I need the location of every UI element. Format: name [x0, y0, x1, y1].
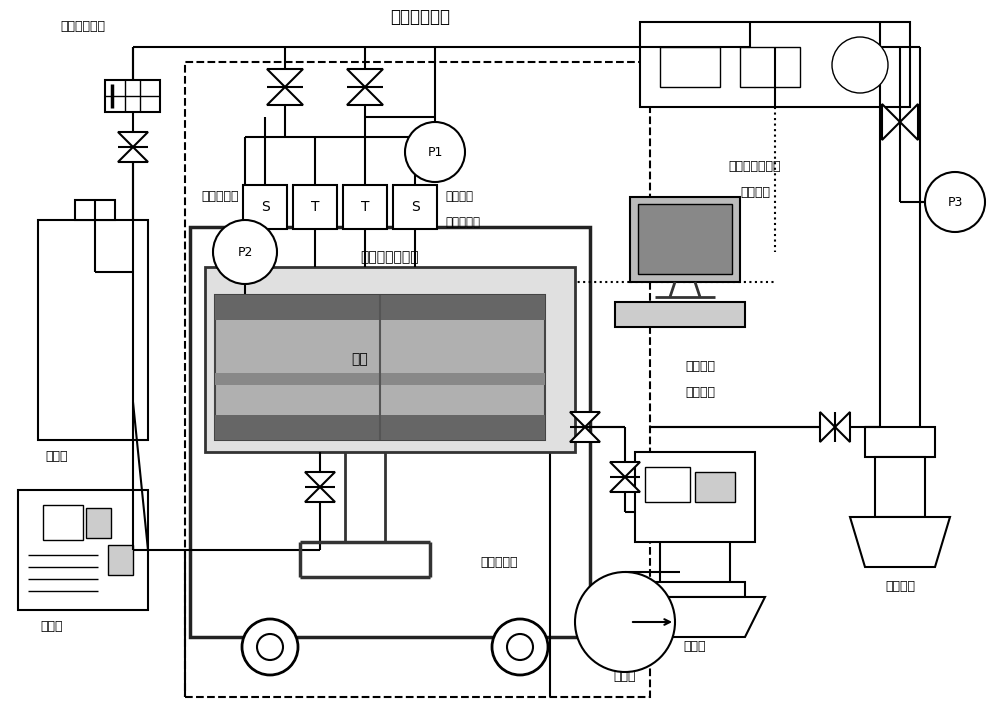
Circle shape	[242, 619, 298, 675]
Bar	[75, 200, 115, 220]
Bar	[18, 490, 148, 610]
Circle shape	[257, 634, 283, 660]
Polygon shape	[610, 477, 640, 492]
Bar	[645, 467, 690, 502]
Text: 高压气瓶: 高压气瓶	[885, 581, 915, 593]
Polygon shape	[305, 487, 335, 502]
Polygon shape	[882, 104, 900, 140]
Polygon shape	[850, 517, 950, 567]
Text: 处理中心: 处理中心	[685, 385, 715, 399]
Circle shape	[507, 634, 533, 660]
Text: 热敏电阻: 热敏电阻	[445, 190, 473, 204]
Polygon shape	[610, 462, 640, 477]
Bar	[635, 452, 755, 542]
Polygon shape	[347, 87, 383, 105]
Bar	[38, 220, 148, 440]
Bar	[630, 197, 740, 282]
Circle shape	[405, 122, 465, 182]
Text: 气、液流量计: 气、液流量计	[60, 20, 105, 34]
Bar	[215, 295, 545, 320]
Circle shape	[575, 572, 675, 672]
Text: 温度控制系统: 温度控制系统	[390, 8, 450, 26]
Circle shape	[925, 172, 985, 232]
Bar	[393, 185, 437, 229]
Text: 注气泵: 注气泵	[684, 640, 706, 654]
Text: 数据采集: 数据采集	[685, 361, 715, 373]
Text: 位移传感器: 位移传感器	[480, 555, 518, 569]
Text: 及温度探头: 及温度探头	[445, 216, 480, 228]
Bar	[205, 267, 575, 452]
Text: 真空泵: 真空泵	[614, 670, 636, 684]
Bar	[215, 295, 545, 440]
Bar	[343, 185, 387, 229]
Bar	[695, 472, 735, 502]
Polygon shape	[570, 412, 600, 427]
Bar	[638, 204, 732, 274]
Circle shape	[213, 220, 277, 284]
Text: 储气罐: 储气罐	[45, 451, 68, 463]
Polygon shape	[820, 412, 835, 442]
Text: P3: P3	[947, 195, 963, 208]
Bar	[105, 80, 160, 112]
Polygon shape	[625, 597, 765, 637]
Text: 直流电源及电路: 直流电源及电路	[729, 161, 781, 173]
Bar	[660, 47, 720, 87]
Polygon shape	[835, 412, 850, 442]
Bar	[740, 47, 800, 87]
Polygon shape	[900, 104, 918, 140]
Text: 压力传感器: 压力传感器	[201, 190, 239, 204]
Text: T: T	[361, 200, 369, 214]
Bar	[293, 185, 337, 229]
Polygon shape	[118, 147, 148, 162]
Bar	[38, 220, 148, 440]
Text: 高压低温反应釜: 高压低温反应釜	[361, 250, 419, 264]
Text: 活塞: 活塞	[352, 352, 368, 366]
Bar	[215, 415, 545, 440]
Bar	[215, 373, 545, 385]
Bar	[615, 302, 745, 327]
Bar	[190, 227, 590, 637]
Text: 控制系统: 控制系统	[740, 185, 770, 199]
Text: P2: P2	[237, 246, 253, 258]
Bar	[243, 185, 287, 229]
Circle shape	[832, 37, 888, 93]
Polygon shape	[267, 87, 303, 105]
Bar	[865, 427, 935, 457]
Polygon shape	[118, 132, 148, 147]
Text: S: S	[261, 200, 269, 214]
Bar	[645, 582, 745, 597]
Circle shape	[492, 619, 548, 675]
Text: S: S	[411, 200, 419, 214]
Polygon shape	[347, 69, 383, 87]
Text: T: T	[311, 200, 319, 214]
Bar	[185, 62, 650, 697]
Polygon shape	[267, 69, 303, 87]
Bar	[86, 508, 111, 538]
Bar	[875, 457, 925, 517]
Polygon shape	[305, 472, 335, 487]
Bar	[108, 545, 133, 575]
Bar	[640, 22, 910, 107]
Polygon shape	[570, 427, 600, 442]
Bar	[43, 505, 83, 540]
Text: 恒压泵: 恒压泵	[40, 621, 63, 633]
Text: P1: P1	[427, 145, 443, 159]
